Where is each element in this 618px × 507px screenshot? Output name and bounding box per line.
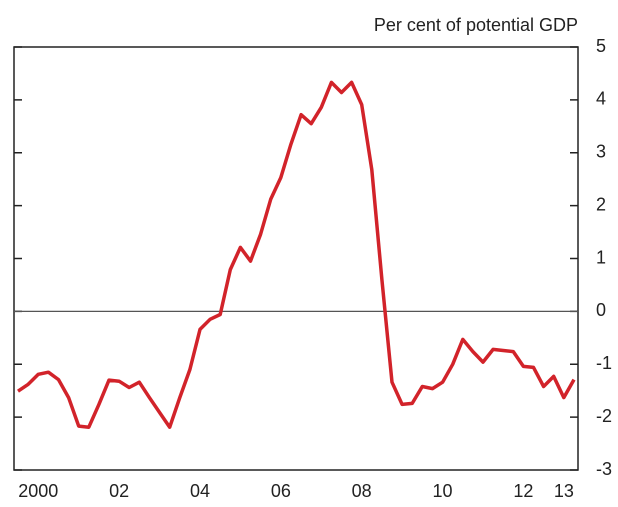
x-tick-label: 06 <box>271 481 291 501</box>
x-tick-label: 02 <box>109 481 129 501</box>
y-tick-label: 5 <box>596 36 606 56</box>
x-tick-label: 08 <box>352 481 372 501</box>
x-tick-label: 10 <box>433 481 453 501</box>
y-tick-label: 0 <box>596 300 606 320</box>
y-tick-label: -1 <box>596 353 612 373</box>
x-tick-label: 04 <box>190 481 210 501</box>
x-tick-label: 2000 <box>18 481 58 501</box>
y-tick-label: 1 <box>596 247 606 267</box>
y-tick-label: 3 <box>596 142 606 162</box>
y-tick-label: -3 <box>596 459 612 479</box>
x-tick-label: 12 <box>513 481 533 501</box>
axis-label: Per cent of potential GDP <box>374 15 578 35</box>
y-tick-label: 2 <box>596 194 606 214</box>
y-tick-label: -2 <box>596 406 612 426</box>
data-line <box>17 80 576 429</box>
y-tick-label: 4 <box>596 89 606 109</box>
x-tick-label: 13 <box>554 481 574 501</box>
